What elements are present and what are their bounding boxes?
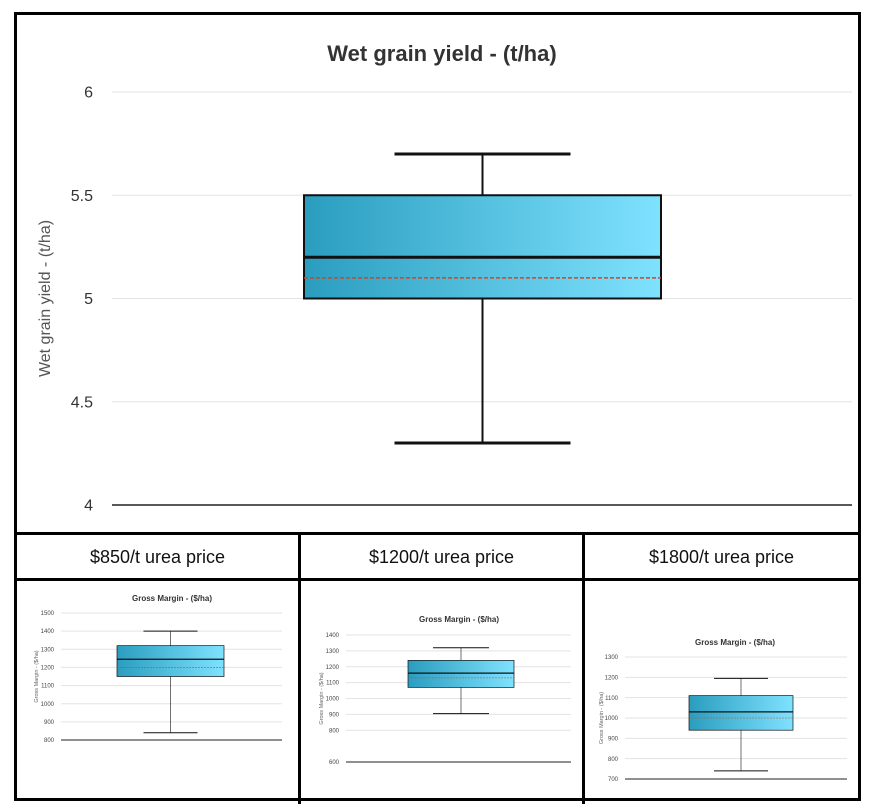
y-tick-label: 1200 [605, 675, 619, 681]
chart-title: Gross Margin - ($/ha) [419, 615, 499, 624]
y-tick-label: 1400 [41, 629, 55, 635]
gross-margin-chart-1200: Gross Margin - ($/ha) 1400 1300 1200 1100 100… [319, 615, 571, 766]
chart-title: Gross Margin - ($/ha) [695, 638, 775, 647]
interquartile-box [688, 695, 794, 731]
gross-margin-chart-850: Gross Margin - ($/ha) 1500 1400 1300 1200 110… [34, 594, 282, 744]
column-divider-2 [582, 532, 585, 804]
y-tick-label: 1200 [326, 665, 340, 671]
y-tick-label: 1000 [605, 716, 619, 722]
chart-title: Gross Margin - ($/ha) [132, 594, 212, 603]
y-tick-label: 4 [84, 498, 93, 515]
y-tick-label: 1300 [605, 655, 619, 661]
figure-frame: Wet grain yield - (t/ha) 6 5.5 5 4.5 4 Wet gra… [14, 12, 861, 804]
interquartile-box [303, 194, 662, 300]
y-tick-label: 5 [84, 291, 93, 308]
gross-margin-chart-1800: Gross Margin - ($/ha) 1300 1200 1100 1000 900… [599, 638, 847, 783]
y-tick-label: 1100 [41, 684, 55, 690]
y-axis-label: Gross Margin - ($/ha) [34, 650, 40, 702]
scenario-label-850: $850/t urea price [89, 547, 226, 567]
y-tick-label: 600 [329, 760, 340, 766]
y-tick-label: 1100 [605, 696, 619, 702]
y-tick-label: 900 [44, 720, 55, 726]
column-divider-1 [298, 532, 301, 804]
y-axis-label: Wet grain yield - (t/ha) [37, 220, 54, 377]
scenario-label-1200: $1200/t urea price [368, 547, 515, 567]
y-tick-label: 800 [44, 738, 55, 744]
y-axis-label: Gross Margin - ($/ha) [319, 672, 325, 724]
y-tick-label: 1300 [326, 649, 340, 655]
y-tick-label: 800 [608, 757, 619, 763]
y-tick-label: 700 [608, 777, 619, 783]
scenario-label-1800: $1800/t urea price [648, 547, 795, 567]
y-tick-label: 1400 [326, 633, 340, 639]
y-tick-label: 4.5 [71, 394, 93, 411]
divider-middle [17, 578, 858, 581]
y-tick-label: 1300 [41, 647, 55, 653]
y-tick-label: 1200 [41, 666, 55, 672]
y-tick-label: 1000 [326, 697, 340, 703]
y-tick-label: 5.5 [71, 188, 93, 205]
main-box-plot: Wet grain yield - (t/ha) 6 5.5 5 4.5 4 Wet gra… [37, 41, 852, 515]
y-tick-label: 900 [329, 712, 340, 718]
y-tick-label: 6 [84, 85, 93, 102]
interquartile-box [116, 645, 225, 677]
interquartile-box [407, 660, 515, 688]
y-tick-label: 1500 [41, 611, 55, 617]
y-tick-label: 1000 [41, 702, 55, 708]
y-tick-label: 900 [608, 736, 619, 742]
divider-top [17, 532, 858, 535]
y-tick-label: 1100 [326, 681, 340, 687]
y-tick-label: 800 [329, 728, 340, 734]
chart-title: Wet grain yield - (t/ha) [327, 41, 556, 66]
y-axis-label: Gross Margin - ($/ha) [599, 692, 605, 744]
